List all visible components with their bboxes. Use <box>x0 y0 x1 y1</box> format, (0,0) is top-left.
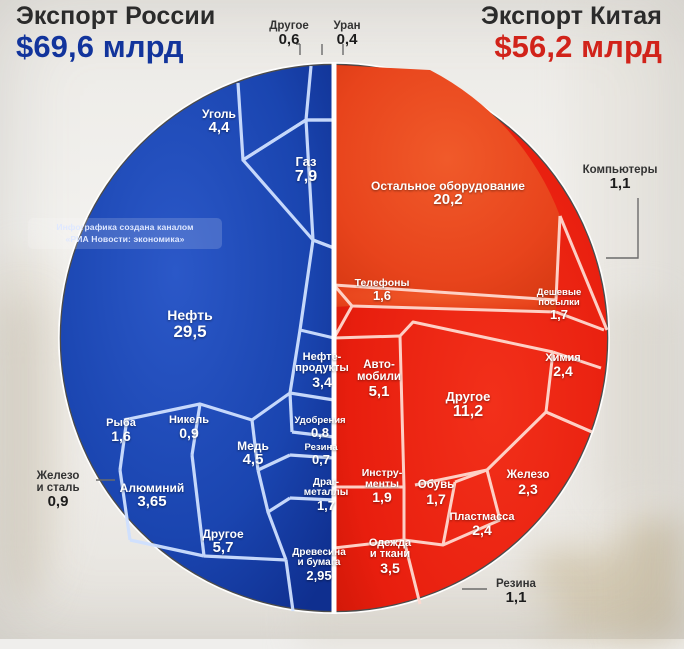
china-export-value: $56,2 млрд <box>494 29 662 64</box>
callout-uranium: Уран 0,4 <box>333 20 361 49</box>
callout-rubber-china: Резина 1,1 <box>496 578 536 607</box>
callout-other-russia: Другое 0,6 <box>269 20 309 49</box>
credit-line-1: Инфографика создана каналом <box>56 222 194 232</box>
russia-export-title: Экспорт России <box>16 2 216 30</box>
channel-credit: Инфографика создана каналом «РИА Новости… <box>28 218 222 250</box>
russia-half <box>61 65 336 612</box>
russia-export-value: $69,6 млрд <box>16 29 184 64</box>
callout-computers: Компьютеры 1,1 <box>582 164 658 193</box>
callout-iron-steel: Железо и сталь 0,9 <box>36 470 80 511</box>
china-half <box>332 65 609 611</box>
china-export-title: Экспорт Китая <box>480 2 662 30</box>
leader-lines <box>96 43 639 590</box>
credit-line-2: «РИА Новости: экономика» <box>65 233 185 244</box>
